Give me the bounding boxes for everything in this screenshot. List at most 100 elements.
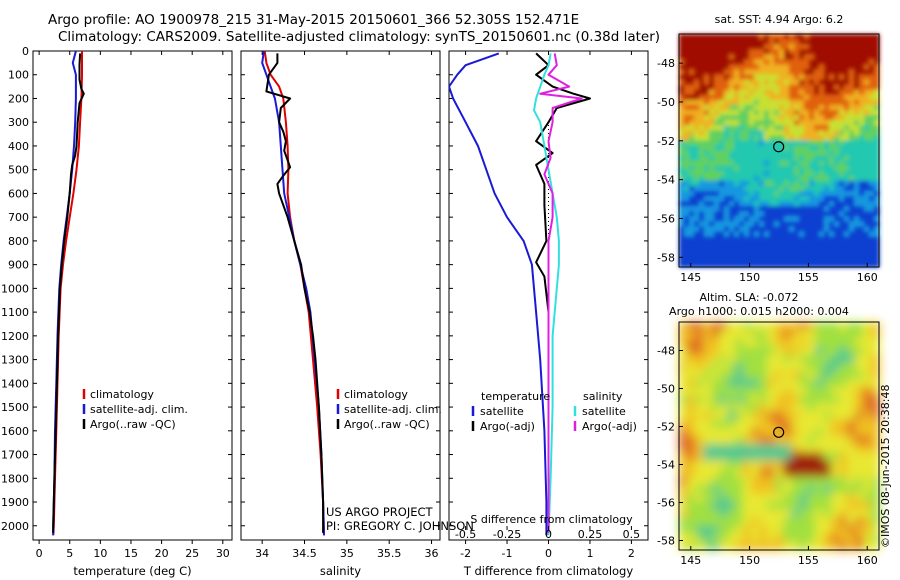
map-cell: [799, 419, 808, 429]
map-cell: [804, 196, 810, 202]
map-cell: [815, 346, 824, 356]
map-cell: [831, 525, 840, 535]
map-cell: [689, 125, 695, 131]
map-cell: [749, 221, 755, 228]
map-cell: [854, 186, 860, 192]
map-cell: [751, 468, 760, 478]
map-cell: [784, 196, 790, 202]
map-cell: [834, 120, 840, 126]
map-cell: [751, 476, 760, 486]
map-cell: [839, 509, 848, 518]
map-cell: [834, 110, 840, 116]
map-cell: [774, 246, 780, 253]
map-cell: [779, 206, 785, 212]
map-cell: [714, 231, 720, 238]
map-cell: [714, 64, 720, 71]
map-cell: [784, 64, 790, 71]
map-cell: [739, 64, 745, 71]
map-cell: [724, 201, 730, 207]
map-cell: [759, 419, 768, 429]
map-cell: [824, 175, 830, 182]
map-cell: [767, 346, 776, 356]
map-cell: [784, 211, 790, 217]
map-cell: [694, 79, 700, 86]
map-cell: [839, 186, 845, 192]
map-cell: [859, 175, 865, 182]
map-cell: [734, 175, 740, 182]
map-cell: [839, 322, 848, 331]
map-cell: [679, 226, 685, 233]
map-cell: [784, 99, 790, 106]
map-cell: [751, 460, 760, 470]
map-cell: [764, 64, 770, 71]
map-cell: [799, 387, 808, 396]
map-cell: [804, 221, 810, 228]
map-cell: [735, 362, 744, 372]
map-cell: [727, 403, 736, 413]
map-cell: [727, 476, 736, 486]
map-cell: [855, 395, 864, 404]
map-cell: [689, 44, 695, 50]
map-cell: [847, 362, 856, 372]
map-cell: [759, 54, 765, 60]
map-cell: [839, 330, 848, 339]
argo-location-marker: [773, 141, 785, 153]
map-cell: [729, 34, 735, 40]
map-cell: [759, 501, 768, 510]
map-cell: [869, 69, 875, 76]
map-cell: [709, 186, 715, 192]
map-cell: [704, 79, 710, 86]
map-cell: [729, 236, 735, 243]
map-cell: [779, 186, 785, 192]
map-cell: [764, 120, 770, 126]
map-cell: [769, 251, 775, 258]
map-cell: [719, 370, 728, 380]
map-cell: [834, 261, 840, 268]
map-cell: [859, 180, 865, 187]
map-cell: [829, 99, 835, 106]
map-cell: [784, 145, 790, 152]
map-cell: [839, 493, 848, 502]
map-cell: [687, 501, 696, 510]
map-cell: [783, 484, 792, 494]
map-cell: [869, 206, 875, 212]
map-cell: [727, 484, 736, 494]
map-cell: [714, 115, 720, 121]
map-cell: [754, 84, 760, 91]
map-cell: [764, 145, 770, 152]
map-cell: [719, 509, 728, 518]
map-cell: [711, 411, 720, 421]
map-cell: [789, 216, 795, 222]
map-cell: [871, 525, 880, 535]
map-cell: [754, 110, 760, 116]
map-cell: [814, 140, 820, 147]
map-cell: [809, 221, 815, 228]
map-cell: [807, 346, 816, 356]
map-cell: [754, 241, 760, 248]
map-cell: [744, 186, 750, 192]
map-cell: [844, 201, 850, 207]
map-cell: [871, 419, 880, 429]
map-cell: [759, 74, 765, 81]
map-cell: [844, 231, 850, 238]
map-cell: [714, 125, 720, 131]
map-cell: [824, 211, 830, 217]
map-cell: [739, 201, 745, 207]
map-cell: [871, 322, 880, 331]
map-cell: [844, 94, 850, 101]
map-cell: [684, 251, 690, 258]
map-cell: [829, 226, 835, 233]
map-cell: [779, 211, 785, 217]
map-cell: [854, 135, 860, 141]
map-cell: [784, 39, 790, 45]
map-cell: [791, 370, 800, 380]
map-cell: [735, 322, 744, 331]
map-cell: [814, 216, 820, 222]
map-cell: [849, 226, 855, 233]
map-cell: [724, 44, 730, 50]
map-cell: [724, 79, 730, 86]
map-cell: [839, 419, 848, 429]
map-cell: [694, 39, 700, 45]
map-cell: [754, 216, 760, 222]
map-cell: [847, 436, 856, 445]
